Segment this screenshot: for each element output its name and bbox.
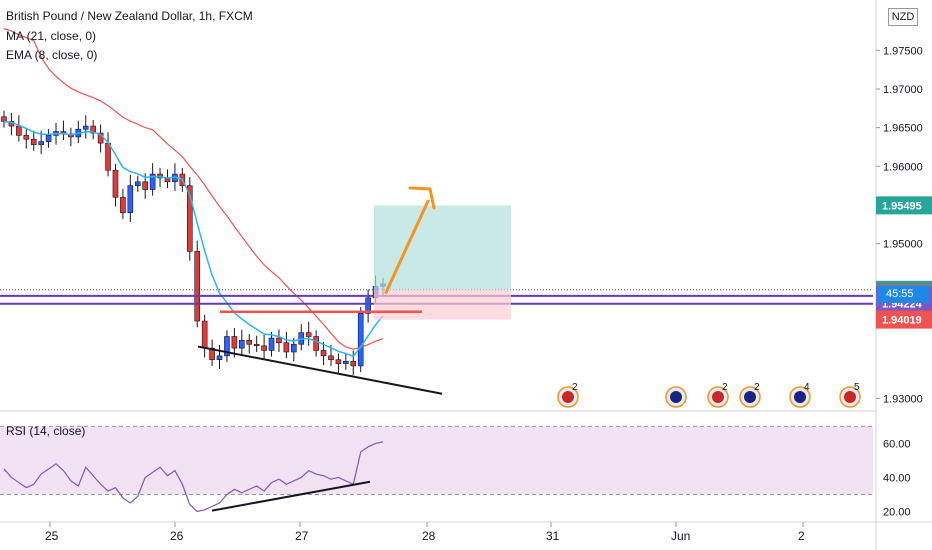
- uk-flag-icon[interactable]: 2: [557, 382, 579, 408]
- candle-body: [365, 297, 371, 314]
- candle-body: [253, 343, 260, 347]
- ema-line: [3, 120, 384, 358]
- x-tick-label: 25: [45, 529, 59, 543]
- y-tick-label: 1.97000: [883, 84, 923, 96]
- candle-body: [268, 337, 275, 351]
- candle-body: [328, 355, 334, 361]
- candle-body: [231, 336, 238, 349]
- candle-body: [112, 169, 119, 198]
- x-tick-label: 27: [295, 529, 309, 543]
- candle-body: [38, 141, 44, 145]
- candle-body: [90, 125, 96, 134]
- candle-body: [120, 196, 126, 214]
- rsi-band: [0, 426, 873, 495]
- candle-body: [82, 125, 89, 130]
- support-trendline[interactable]: [197, 345, 443, 395]
- event-count: 2: [754, 382, 760, 393]
- nz-flag-icon[interactable]: 2: [739, 382, 761, 408]
- candle-body: [313, 336, 319, 351]
- candle-body: [216, 355, 223, 361]
- stop-zone[interactable]: [374, 289, 511, 320]
- candle-body: [335, 359, 342, 364]
- candle-body: [127, 185, 134, 214]
- candle-body: [239, 340, 245, 349]
- rsi-line: [3, 441, 384, 513]
- flag-glyph: [562, 391, 574, 403]
- candle-body: [246, 340, 253, 345]
- rsi-tick-label: 40.00: [883, 472, 911, 484]
- candle-body: [23, 135, 30, 140]
- nz-flag-icon[interactable]: 4: [789, 382, 811, 408]
- candle-body: [134, 181, 141, 186]
- uk-flag-icon[interactable]: 2: [707, 382, 729, 408]
- candles-group: [1, 110, 386, 376]
- candle-body: [357, 313, 364, 367]
- uk-flag-icon[interactable]: 5: [839, 382, 861, 408]
- rsi-pane[interactable]: [0, 425, 873, 513]
- symbol-legend[interactable]: British Pound / New Zealand Dollar, 1h, …: [6, 9, 253, 23]
- x-tick-label: Jun: [671, 529, 690, 543]
- candle-body: [157, 173, 163, 179]
- candle-body: [149, 173, 156, 190]
- rsi-legend[interactable]: RSI (14, close): [6, 424, 86, 438]
- rsi-trendline[interactable]: [211, 480, 371, 512]
- candle-body: [350, 360, 357, 367]
- candle-body: [16, 125, 22, 136]
- event-count: 4: [804, 382, 810, 393]
- price-tag: [876, 310, 932, 329]
- ema-legend[interactable]: EMA (8, close, 0): [6, 48, 98, 62]
- rsi-tick-label: 60.00: [883, 438, 911, 450]
- candle-body: [45, 135, 52, 142]
- candle-body: [1, 116, 7, 122]
- y-tick-label: 1.95000: [883, 239, 923, 251]
- price-tag-label: 1.94019: [882, 315, 922, 327]
- candle-body: [201, 320, 208, 349]
- event-count: 5: [854, 382, 860, 393]
- candle-body: [209, 347, 215, 361]
- rsi-tick-label: 20.00: [883, 506, 911, 518]
- y-tick-label: 1.97500: [883, 45, 923, 57]
- candle-body: [320, 350, 327, 357]
- x-tick-label: 28: [422, 529, 436, 543]
- price-tag: [876, 196, 932, 215]
- candle-body: [276, 337, 282, 343]
- candle-body: [186, 185, 193, 252]
- x-tick-label: 31: [546, 529, 560, 543]
- price-pane[interactable]: 2 2 2 4 5: [0, 28, 873, 408]
- candle-body: [261, 345, 267, 351]
- candle-body: [283, 342, 290, 353]
- candle-body: [30, 138, 37, 145]
- price-tag-label: 1.95495: [882, 200, 922, 212]
- event-count: 2: [722, 382, 728, 393]
- candle-body: [194, 251, 201, 322]
- flag-glyph: [670, 391, 682, 403]
- candle-body: [305, 332, 312, 337]
- candle-body: [291, 343, 297, 353]
- ma-legend[interactable]: MA (21, close, 0): [6, 29, 97, 43]
- flag-glyph: [844, 391, 856, 403]
- y-tick-label: 1.96000: [883, 161, 923, 173]
- candle-body: [343, 360, 349, 364]
- x-tick-label: 26: [170, 529, 184, 543]
- flag-glyph: [744, 391, 756, 403]
- flag-glyph: [794, 391, 806, 403]
- candle-body: [224, 336, 230, 357]
- projection-arrow-head: [408, 186, 436, 210]
- x-tick-label: 2: [798, 529, 805, 543]
- nz-flag-icon[interactable]: [665, 386, 687, 408]
- projection-arrow[interactable]: [384, 199, 430, 294]
- candle-body: [142, 181, 148, 190]
- currency-button[interactable]: NZD: [888, 8, 918, 26]
- flag-glyph: [712, 391, 724, 403]
- candle-body: [105, 142, 111, 171]
- ma-line: [3, 28, 384, 350]
- y-tick-label: 1.96500: [883, 123, 923, 135]
- target-zone[interactable]: [374, 205, 511, 290]
- event-count: 2: [572, 382, 578, 393]
- y-tick-label: 1.93000: [883, 393, 923, 405]
- bar-countdown: 45:55: [877, 286, 929, 303]
